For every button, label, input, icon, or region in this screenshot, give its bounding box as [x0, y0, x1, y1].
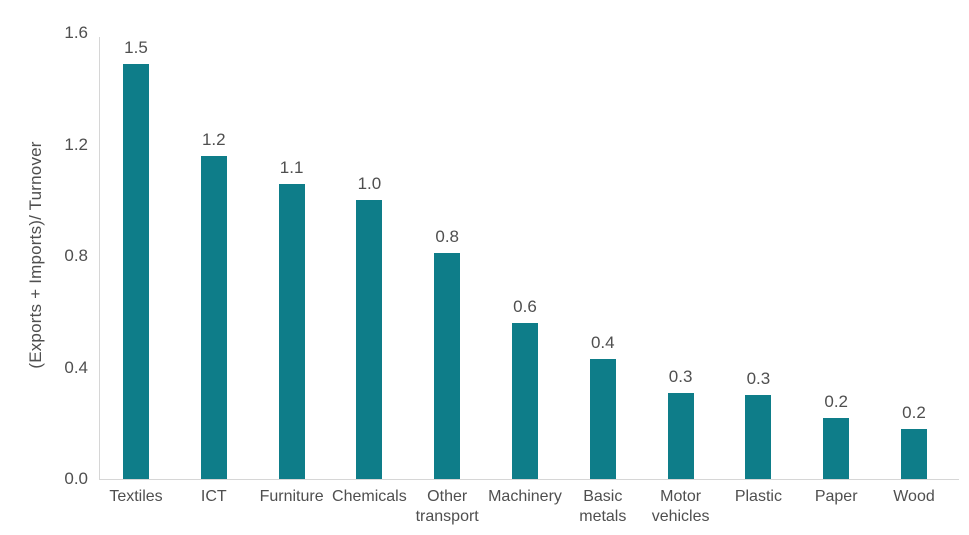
y-tick-label: 1.2 — [64, 134, 88, 154]
bar-value-label: 0.6 — [513, 296, 537, 316]
bar-value-label: 0.3 — [668, 366, 693, 386]
y-tick-label: 0.4 — [64, 357, 88, 377]
category-label: Paper — [814, 488, 858, 505]
bar-value-label: 1.2 — [201, 129, 226, 149]
bar — [823, 417, 850, 479]
bar — [667, 392, 694, 479]
bar — [434, 253, 461, 479]
bar — [745, 395, 772, 479]
bar-value-label: 1.0 — [357, 174, 382, 194]
category-label: Machinery — [488, 488, 562, 505]
bar-value-label: 1.5 — [124, 37, 148, 57]
category-label: Textiles — [109, 488, 163, 505]
bar-value-label: 0.2 — [902, 402, 926, 422]
category-label: Furniture — [259, 488, 324, 505]
bar — [200, 155, 227, 479]
bar — [901, 428, 927, 479]
y-axis-line — [99, 37, 100, 480]
category-label: Wood — [893, 488, 935, 505]
bar-value-label: 0.4 — [590, 333, 615, 353]
bar-value-label: 0.3 — [746, 369, 771, 389]
bar-value-label: 0.2 — [824, 391, 848, 411]
bar — [123, 63, 149, 479]
bar — [589, 359, 616, 479]
category-label: Chemicals — [332, 488, 407, 505]
bar-value-label: 1.1 — [279, 157, 304, 177]
y-tick-label: 0.8 — [64, 246, 88, 265]
category-label: Other transport — [415, 488, 479, 525]
category-label: ICT — [200, 488, 227, 505]
bar — [512, 322, 538, 479]
bar — [278, 183, 305, 479]
bar — [356, 200, 383, 479]
y-tick-label: 0.0 — [64, 469, 88, 488]
category-label: Motor vehicles — [651, 488, 710, 525]
bar-value-label: 0.8 — [435, 227, 459, 247]
category-label: Plastic — [734, 488, 782, 505]
y-tick-label: 1.6 — [64, 23, 88, 42]
category-label: Basic metals — [579, 488, 627, 525]
x-axis-line — [99, 479, 959, 480]
